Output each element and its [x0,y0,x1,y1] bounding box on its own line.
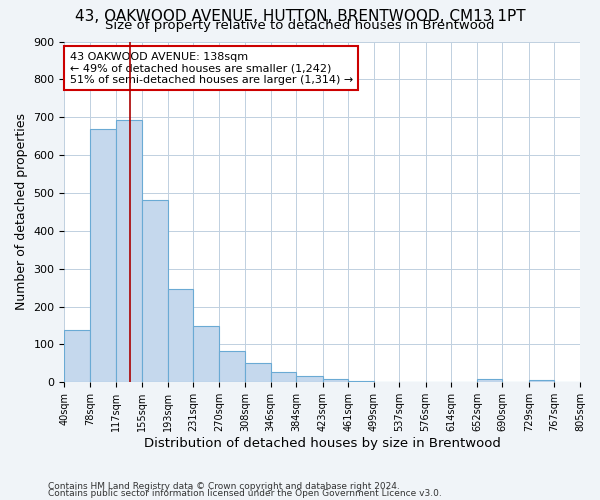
Bar [348,381,374,382]
Bar [271,372,296,382]
Bar [323,380,348,382]
Text: Contains HM Land Registry data © Crown copyright and database right 2024.: Contains HM Land Registry data © Crown c… [48,482,400,491]
Bar [90,130,116,382]
Text: 43 OAKWOOD AVENUE: 138sqm
← 49% of detached houses are smaller (1,242)
51% of se: 43 OAKWOOD AVENUE: 138sqm ← 49% of detac… [70,52,353,85]
Bar [142,200,167,382]
Text: Size of property relative to detached houses in Brentwood: Size of property relative to detached ho… [105,19,495,32]
Bar [64,330,90,382]
Bar [477,378,502,382]
Bar [220,351,245,382]
Bar [529,380,554,382]
Text: 43, OAKWOOD AVENUE, HUTTON, BRENTWOOD, CM13 1PT: 43, OAKWOOD AVENUE, HUTTON, BRENTWOOD, C… [74,9,526,24]
Bar [193,326,220,382]
Text: Contains public sector information licensed under the Open Government Licence v3: Contains public sector information licen… [48,489,442,498]
Y-axis label: Number of detached properties: Number of detached properties [15,114,28,310]
Bar [245,364,271,382]
X-axis label: Distribution of detached houses by size in Brentwood: Distribution of detached houses by size … [144,437,500,450]
Bar [116,120,142,382]
Bar [296,376,323,382]
Bar [167,289,193,382]
